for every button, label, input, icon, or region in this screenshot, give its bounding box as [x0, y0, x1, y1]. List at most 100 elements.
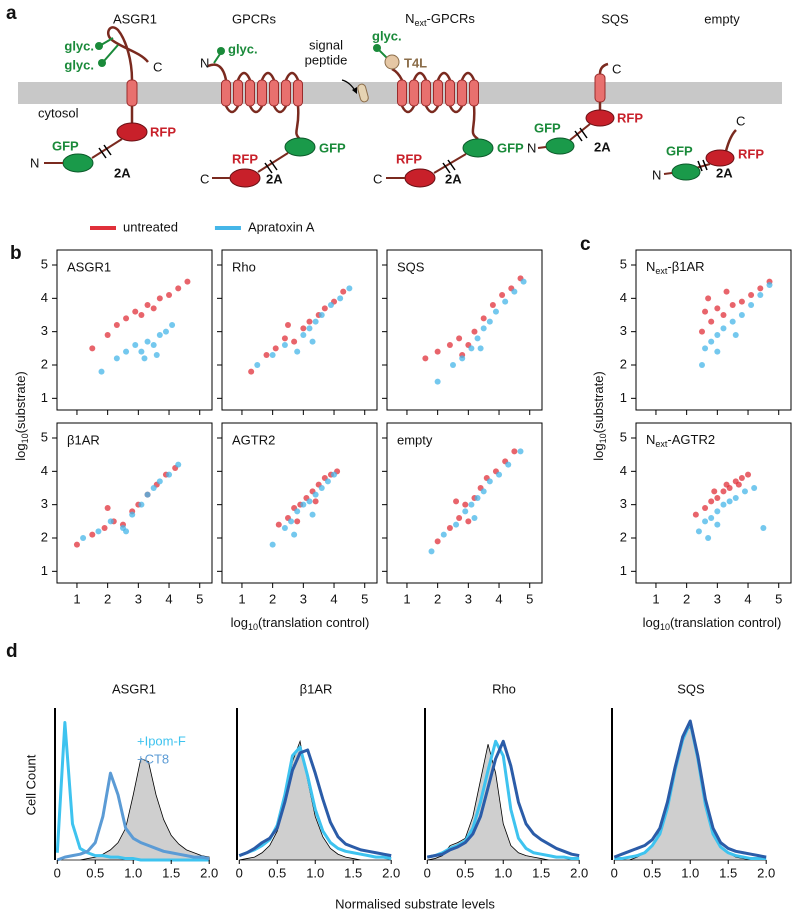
panel-title: AGTR2 — [232, 432, 275, 447]
point — [453, 498, 460, 505]
label: C — [736, 113, 745, 128]
point — [741, 488, 748, 495]
point — [738, 475, 745, 481]
point — [324, 478, 331, 485]
point — [318, 485, 325, 491]
panel-label: b — [10, 243, 22, 264]
point — [309, 338, 316, 345]
x-tick-label: 1 — [238, 591, 245, 606]
plot-frame — [386, 422, 543, 584]
x-tick-label: 5 — [361, 591, 368, 606]
x-tick-label: 1.5 — [532, 865, 550, 880]
point — [698, 362, 705, 368]
label: C — [200, 171, 209, 186]
asgr1-construct — [44, 26, 149, 173]
header: Next-GPCRs — [405, 11, 475, 28]
point — [156, 478, 163, 485]
x-tick-label: 1 — [652, 591, 659, 606]
point — [480, 315, 487, 322]
x-tick-label: 0.5 — [86, 865, 104, 880]
label: GFP — [534, 120, 561, 135]
y-tick-label: 1 — [620, 563, 627, 578]
x-tick-label: 3 — [465, 591, 472, 606]
y-tick-label: 4 — [41, 463, 48, 478]
point — [708, 498, 715, 505]
point — [705, 535, 712, 541]
y-tick-label: 2 — [41, 529, 48, 544]
point — [162, 328, 169, 335]
point — [153, 352, 160, 358]
label: glyc. — [372, 28, 402, 43]
point — [248, 368, 255, 375]
x-tick-label: 5 — [775, 591, 782, 606]
label: signal — [309, 37, 343, 52]
plot-frame — [56, 422, 213, 584]
point — [312, 491, 319, 498]
y-tick-label: 5 — [620, 256, 627, 271]
y-tick-label: 4 — [41, 290, 48, 305]
header: empty — [704, 11, 740, 26]
panel-label: a — [6, 3, 17, 24]
panel-title: ASGR1 — [67, 259, 111, 274]
x-tick-label: 2 — [683, 591, 690, 606]
point — [434, 538, 441, 545]
point — [486, 318, 493, 325]
point — [748, 302, 755, 308]
point — [141, 355, 148, 362]
x-tick-label: 2.0 — [570, 865, 588, 880]
point — [702, 505, 709, 511]
x-axis-label: Normalised substrate levels — [335, 896, 495, 911]
point — [474, 495, 481, 501]
point — [446, 525, 453, 531]
point — [306, 318, 313, 325]
y-tick-label: 3 — [620, 496, 627, 511]
point — [132, 342, 139, 348]
label: N — [527, 140, 536, 155]
legend-label: Apratoxin A — [248, 219, 315, 234]
line — [426, 739, 580, 859]
point — [459, 355, 466, 362]
point — [291, 338, 298, 345]
point — [456, 335, 463, 342]
point — [306, 325, 313, 332]
point — [714, 495, 721, 501]
point — [340, 288, 347, 295]
x-tick-label: 0 — [424, 865, 431, 880]
point — [757, 292, 764, 298]
point — [89, 531, 96, 538]
label: glyc. — [64, 57, 94, 72]
point — [166, 292, 173, 298]
point — [300, 332, 307, 338]
x-tick-label: 2 — [434, 591, 441, 606]
x-tick-label: 2 — [269, 591, 276, 606]
point — [738, 312, 745, 318]
point — [705, 295, 712, 302]
x-axis-label: log10(translation control) — [231, 615, 370, 632]
point — [95, 528, 102, 535]
line — [613, 719, 767, 859]
point — [708, 515, 715, 521]
point — [272, 345, 279, 352]
plot-frame — [221, 249, 378, 411]
y-tick-label: 5 — [620, 429, 627, 444]
point — [175, 285, 182, 292]
y-tick-label: 1 — [41, 390, 48, 405]
y-tick-label: 2 — [41, 356, 48, 371]
point — [723, 288, 730, 295]
point — [695, 528, 702, 535]
point — [138, 348, 145, 355]
point — [474, 335, 481, 342]
point — [144, 338, 151, 345]
point — [294, 508, 301, 515]
label: C — [373, 171, 382, 186]
panel-title: SQS — [677, 681, 705, 696]
point — [711, 488, 718, 495]
point — [720, 325, 727, 332]
y-tick-label: 5 — [41, 429, 48, 444]
empty-construct — [663, 129, 737, 181]
point — [318, 312, 325, 318]
point — [150, 485, 157, 491]
point — [294, 518, 301, 525]
panel-title: Next-AGTR2 — [646, 432, 715, 449]
point — [104, 332, 111, 338]
